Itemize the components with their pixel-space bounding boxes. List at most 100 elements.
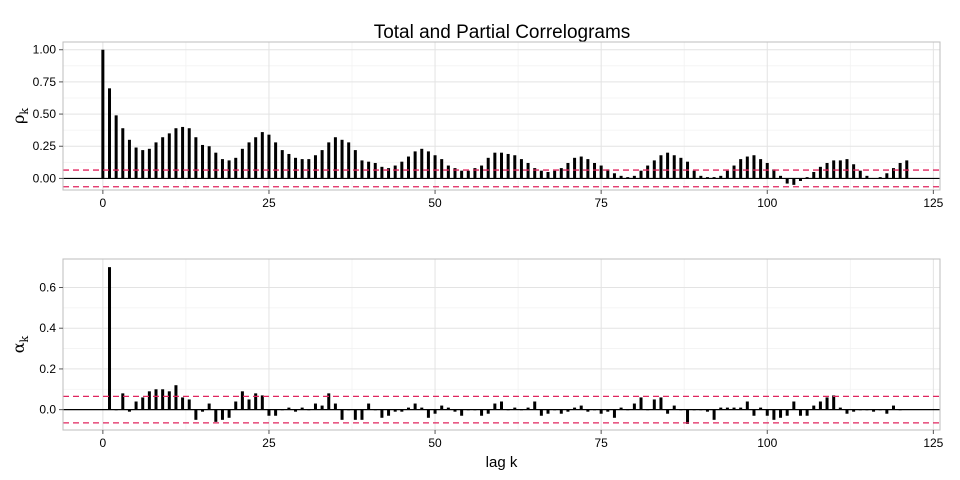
bar-lag-67 (546, 409, 550, 414)
bar-lag-48 (420, 148, 424, 179)
bar-lag-97 (745, 401, 749, 410)
bar-lag-49 (426, 409, 430, 418)
bar-lag-90 (699, 175, 703, 179)
bar-lag-92 (712, 409, 716, 420)
bar-lag-11 (174, 385, 178, 410)
bar-lag-96 (739, 159, 743, 179)
bar-lag-34 (327, 393, 331, 410)
bar-lag-75 (599, 165, 603, 179)
panel-border (62, 258, 941, 431)
bar-lag-39 (360, 160, 364, 179)
chart-title: Total and Partial Correlograms (374, 22, 631, 43)
bar-lag-47 (413, 403, 417, 410)
bar-lag-82 (646, 165, 650, 179)
bar-lag-23 (254, 137, 258, 179)
y-tick-label: 0.2 (39, 362, 56, 376)
bar-lag-113 (852, 164, 856, 179)
bar-lag-43 (387, 409, 391, 416)
bar-lag-95 (732, 407, 736, 410)
bar-lag-52 (446, 165, 450, 179)
total-correlogram-panel: 0 25 50 75 100 125 0.00 0.25 0.50 0.75 1.00 ρk (9, 41, 944, 210)
y-axis-label: αk (9, 335, 31, 353)
bar-lag-61 (506, 153, 510, 179)
bar-lag-72 (579, 156, 583, 179)
bar-lag-31 (307, 159, 311, 179)
bar-lag-89 (692, 170, 696, 179)
bar-lag-42 (380, 409, 384, 418)
bar-lag-28 (287, 407, 291, 410)
bar-lag-99 (759, 407, 763, 410)
bar-lag-33 (320, 405, 324, 410)
bar-lag-38 (353, 409, 357, 420)
bar-lag-58 (486, 409, 490, 414)
bar-lag-4 (127, 409, 131, 412)
bar-lag-93 (719, 407, 723, 410)
bar-lag-98 (752, 409, 756, 416)
bar-lag-26 (274, 409, 278, 416)
bar-lag-5 (134, 401, 138, 410)
bar-lag-43 (387, 168, 391, 179)
bar-lag-18 (220, 159, 224, 179)
bar-lag-95 (732, 165, 736, 179)
bar-lag-49 (426, 151, 430, 179)
y-tick-label: 0.00 (33, 171, 57, 185)
bar-lag-10 (167, 133, 171, 179)
bar-lag-118 (885, 173, 889, 179)
bar-lag-27 (280, 150, 284, 179)
bar-lag-87 (679, 157, 683, 179)
bar-lag-6 (141, 397, 145, 410)
bar-lag-62 (513, 407, 517, 410)
bar-lag-116 (872, 409, 876, 412)
bar-lag-96 (739, 407, 743, 410)
bar-lag-60 (500, 152, 503, 179)
bar-lag-5 (134, 147, 138, 179)
bar-lag-32 (313, 403, 317, 410)
panel-border (62, 41, 941, 191)
bar-lag-32 (313, 155, 317, 179)
bar-lag-0 (101, 49, 105, 179)
bar-lag-118 (885, 409, 889, 414)
bar-lag-83 (652, 399, 656, 410)
bar-lag-78 (619, 407, 623, 410)
bar-lag-76 (606, 169, 610, 179)
bar-lag-77 (612, 409, 616, 418)
x-tick-label: 75 (594, 196, 608, 210)
bar-lag-72 (579, 405, 583, 410)
bar-lag-19 (227, 160, 231, 179)
bar-lag-86 (672, 405, 676, 410)
bar-lag-105 (798, 409, 802, 416)
bar-lag-35 (333, 137, 337, 179)
bar-lag-103 (785, 409, 789, 416)
bar-lag-117 (878, 177, 882, 179)
bar-lag-16 (207, 403, 211, 410)
x-tick-label: 100 (757, 436, 777, 450)
bar-lag-92 (712, 177, 716, 179)
bar-lag-38 (353, 150, 357, 179)
bar-lag-109 (825, 397, 829, 410)
bar-lag-80 (632, 175, 636, 179)
bar-lag-73 (586, 159, 590, 179)
bar-lag-111 (838, 160, 842, 179)
bar-lag-106 (805, 409, 809, 416)
x-tick-label: 0 (100, 196, 107, 210)
y-tick-label: 0.25 (33, 139, 57, 153)
bar-lag-71 (573, 157, 577, 179)
bar-lag-58 (486, 157, 490, 179)
x-axis-title: lag k (486, 454, 518, 471)
y-tick-label: 0.0 (39, 403, 56, 417)
bar-lag-64 (526, 407, 530, 410)
bar-lag-30 (300, 159, 304, 179)
bar-lag-50 (433, 155, 437, 179)
bar-lag-46 (406, 407, 410, 410)
bar-lag-60 (500, 401, 503, 410)
bar-lag-107 (812, 405, 816, 410)
bar-lag-70 (566, 409, 570, 412)
bar-lag-54 (460, 170, 464, 179)
bar-lag-91 (705, 409, 709, 412)
bar-lag-104 (792, 401, 796, 410)
y-tick-label: 0.75 (33, 75, 57, 89)
bar-lag-40 (367, 403, 371, 410)
bar-lag-20 (234, 157, 238, 179)
bar-lag-108 (818, 401, 822, 410)
